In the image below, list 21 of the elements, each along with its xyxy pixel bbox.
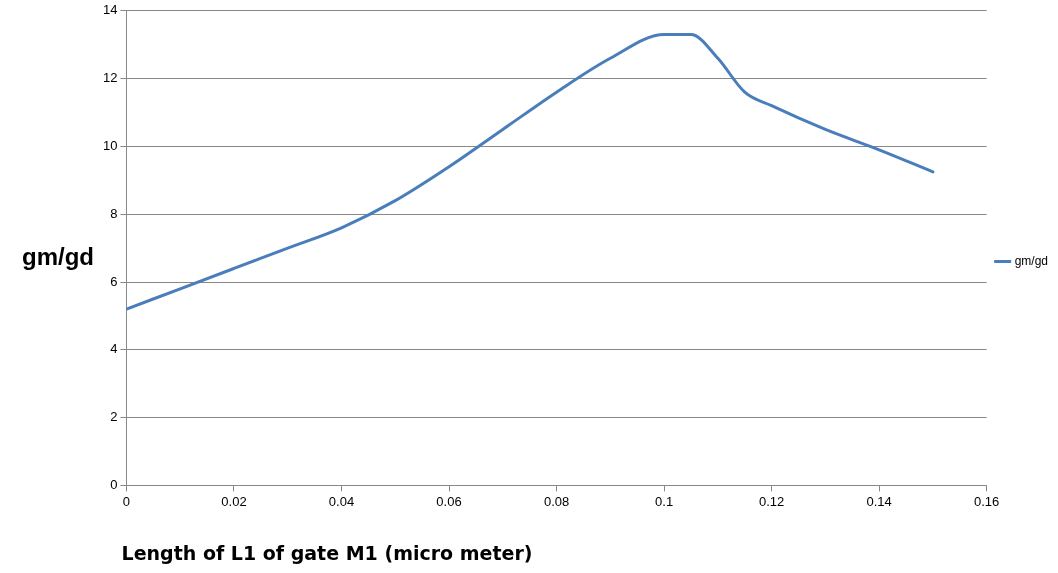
y-tick-label: 10 bbox=[102, 137, 118, 153]
y-tick-label: 0 bbox=[110, 476, 118, 492]
x-tick-label: 0.04 bbox=[328, 493, 355, 509]
x-tick-label: 0.1 bbox=[655, 493, 674, 509]
y-tick-label: 12 bbox=[102, 70, 118, 86]
x-tick-label: 0.08 bbox=[543, 493, 570, 509]
x-axis-title: Length of L1 of gate M1 (micro meter) bbox=[121, 541, 533, 564]
x-tick-label: 0.16 bbox=[973, 493, 1000, 509]
y-tick-label: 4 bbox=[110, 341, 118, 357]
x-tick-label: 0.02 bbox=[221, 493, 247, 509]
y-axis-title: gm/gd bbox=[22, 242, 94, 270]
line-series bbox=[126, 33, 935, 311]
legend-label: gm/gd bbox=[1014, 253, 1049, 268]
y-tick-label: 6 bbox=[110, 273, 118, 289]
y-tick-label: 2 bbox=[110, 409, 118, 425]
x-tick-label: 0.12 bbox=[758, 493, 785, 509]
x-tick-label: 0.14 bbox=[866, 493, 892, 509]
y-tick-label: 14 bbox=[102, 2, 118, 18]
x-tick-label: 0 bbox=[122, 493, 131, 509]
x-tick-label: 0.06 bbox=[436, 493, 462, 509]
y-tick-label: 8 bbox=[110, 205, 118, 221]
